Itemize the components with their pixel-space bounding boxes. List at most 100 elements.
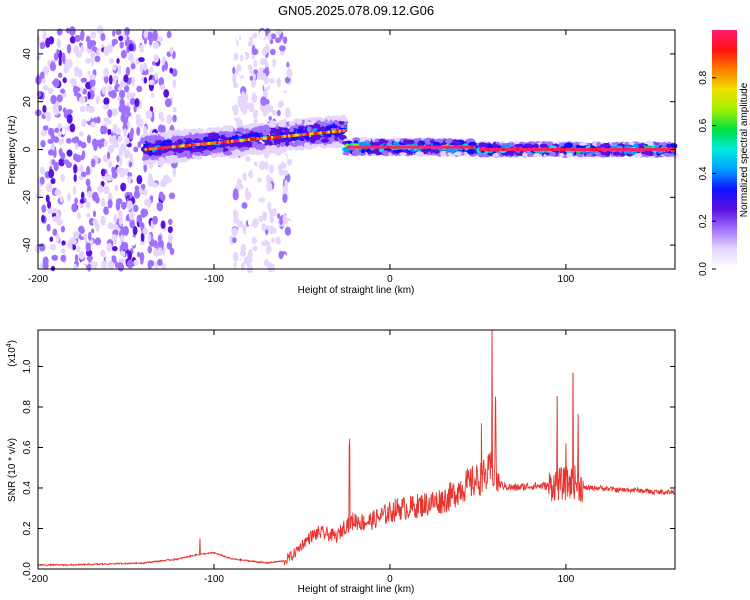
heatmap-cell (86, 263, 92, 272)
heatmap-cell (665, 148, 668, 151)
heatmap-cell (136, 175, 143, 185)
heatmap-cell (431, 145, 434, 149)
heatmap-cell (128, 161, 133, 168)
heatmap-cell (406, 139, 415, 145)
heatmap-cell (252, 32, 258, 39)
heatmap-cell (142, 188, 148, 196)
heatmap-cell (546, 141, 554, 147)
heatmap-region (35, 25, 178, 272)
heatmap-cell (286, 61, 290, 68)
heatmap-cell (119, 157, 123, 167)
snr-series (38, 330, 675, 567)
heatmap-cell (330, 130, 333, 134)
heatmap-cell (119, 250, 126, 256)
heatmap-cell (242, 224, 247, 235)
heatmap-region (139, 114, 350, 166)
y-tick-label: 40 (22, 48, 33, 60)
heatmap-cell (424, 145, 428, 149)
heatmap-cell (60, 152, 66, 160)
heatmap-cell (126, 91, 131, 101)
heatmap-cell (71, 203, 78, 213)
heatmap-cell (46, 182, 53, 193)
heatmap-cell (247, 40, 254, 47)
heatmap-cell (84, 111, 92, 122)
heatmap-cell (597, 148, 600, 151)
heatmap-cell (284, 226, 291, 236)
heatmap-cell (266, 136, 270, 140)
y-tick-label: 20 (22, 96, 33, 108)
heatmap-cell (156, 201, 164, 212)
heatmap-cell (521, 144, 526, 148)
heatmap-cell (36, 35, 41, 45)
heatmap-cell (273, 135, 276, 139)
heatmap-cell (80, 32, 84, 42)
heatmap-cell (142, 227, 149, 236)
heatmap-cell (161, 263, 167, 269)
heatmap-cell (119, 41, 124, 49)
heatmap-cell (136, 251, 141, 258)
heatmap-cell (429, 149, 435, 153)
heatmap-cell (175, 135, 185, 140)
heatmap-cell (117, 127, 121, 135)
heatmap-cell (252, 218, 259, 228)
heatmap-cell (456, 140, 461, 146)
heatmap-cell (55, 210, 61, 220)
heatmap-cell (146, 33, 153, 40)
heatmap-cell (282, 36, 288, 44)
heatmap-cell (258, 197, 266, 203)
heatmap-cell (277, 213, 281, 219)
heatmap-cell (599, 148, 602, 151)
heatmap-cell (207, 135, 213, 140)
heatmap-cell (71, 239, 77, 245)
heatmap-cell (52, 216, 58, 223)
heatmap-cell (139, 44, 144, 53)
heatmap-cell (544, 148, 547, 151)
heatmap-cell (61, 240, 66, 246)
heatmap-cell (79, 164, 84, 174)
heatmap-cell (365, 148, 372, 153)
heatmap-cell (235, 31, 240, 41)
heatmap-cell (52, 228, 58, 236)
heatmap-cell (257, 125, 265, 131)
heatmap-cell (283, 128, 290, 132)
heatmap-cell (160, 220, 166, 229)
heatmap-cell (165, 145, 168, 149)
heatmap-cell (471, 145, 474, 149)
heatmap-cell (90, 50, 96, 59)
heatmap-cell (96, 48, 101, 56)
heatmap-cell (652, 148, 655, 151)
heatmap-cell (163, 89, 170, 98)
heatmap-cell (164, 60, 168, 71)
heatmap-cell (232, 82, 239, 89)
heatmap-cell (232, 162, 240, 169)
heatmap-cell (296, 119, 303, 125)
heatmap-cell (320, 126, 326, 132)
heatmap-cell (80, 154, 85, 161)
heatmap-cell (269, 38, 274, 45)
heatmap-cell (140, 232, 145, 242)
heatmap-cell (160, 179, 166, 187)
heatmap-cell (370, 145, 373, 149)
heatmap-cell (584, 148, 588, 151)
heatmap-cell (243, 138, 246, 142)
heatmap-cell (450, 145, 453, 149)
heatmap-cell (72, 244, 76, 251)
heatmap-cell (261, 107, 268, 114)
heatmap-cell (506, 148, 509, 151)
heatmap-cell (60, 174, 66, 183)
heatmap-cell (39, 176, 45, 185)
heatmap-cell (540, 148, 543, 151)
heatmap-cell (629, 148, 632, 151)
heatmap-cell (101, 86, 107, 95)
heatmap-cell (105, 175, 113, 182)
heatmap-cell (169, 247, 175, 255)
heatmap-cell (122, 123, 128, 132)
y-tick-label: 0.0 (22, 562, 33, 576)
heatmap-cell (667, 148, 670, 151)
snr-y-label: SNR (10 * v/v) (7, 438, 18, 502)
heatmap-cell (118, 66, 122, 76)
heatmap-cell (376, 145, 379, 149)
heatmap-cell (363, 145, 366, 149)
heatmap-cell (41, 204, 47, 213)
